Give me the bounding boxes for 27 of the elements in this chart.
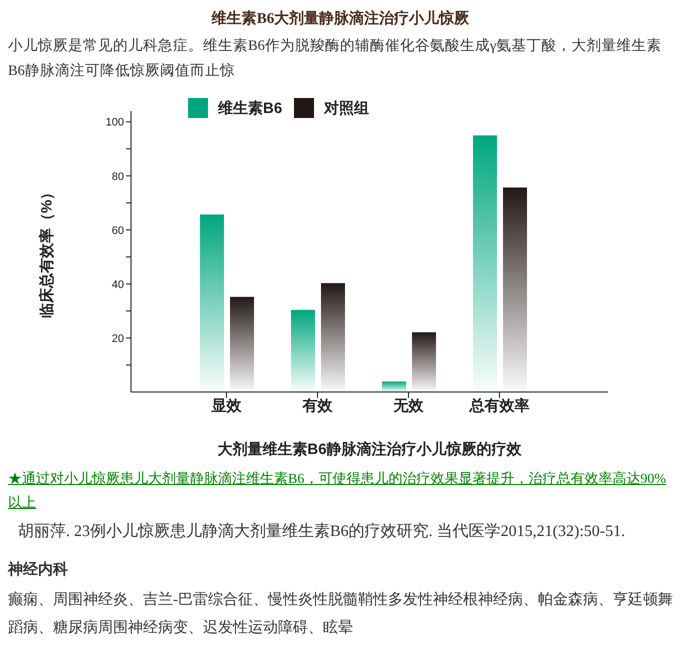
bar bbox=[473, 135, 497, 392]
x-axis-title: 大剂量维生素B6静脉滴注治疗小儿惊厥的疗效 bbox=[217, 440, 523, 458]
bar bbox=[321, 283, 345, 392]
chart-title: 维生素B6大剂量静脉滴注治疗小儿惊厥 bbox=[210, 9, 470, 29]
y-tick-label: 80 bbox=[112, 170, 124, 183]
y-tick-label: 20 bbox=[112, 332, 124, 345]
bar bbox=[291, 310, 315, 392]
x-tick-label: 有效 bbox=[302, 398, 334, 415]
text: 神经内科 bbox=[8, 560, 69, 580]
legend-label: 对照组 bbox=[324, 98, 370, 118]
chart-subtitle: 小儿惊厥是常见的儿科急症。维生素B6作为脱羧酶的辅酶催化谷氨酸生成γ氨基丁酸，大剂量维生素B6静脉滴注可降低惊厥阈值而止惊 bbox=[8, 36, 662, 81]
y-tick-label: 100 bbox=[106, 116, 124, 129]
legend-label: 维生素B6 bbox=[218, 98, 282, 118]
bar bbox=[230, 296, 254, 392]
bar bbox=[503, 187, 527, 392]
bar bbox=[200, 214, 224, 392]
text: ★通过对小儿惊厥患儿大剂量静脉滴注维生素B6，可使得患儿的治疗效果显著提升，治疗总有效率高达90%以上 bbox=[8, 470, 667, 513]
y-tick-label: 40 bbox=[112, 278, 124, 291]
x-tick-label: 显效 bbox=[210, 398, 242, 415]
bar bbox=[412, 332, 436, 392]
text: 胡丽萍. 23例小儿惊厥患儿静滴大剂量维生素B6的疗效研究. 当代医学2015,21(32):50-51. bbox=[17, 522, 626, 542]
y-axis-title: 临床总有效率（%） bbox=[37, 184, 56, 318]
x-tick-label: 无效 bbox=[392, 398, 424, 415]
bar bbox=[382, 381, 406, 392]
y-tick-label: 60 bbox=[112, 224, 124, 237]
text: 癫痫、周围神经炎、吉兰-巴雷综合征、慢性炎性脱髓鞘性多发性神经根神经病、帕金森病、亨廷顿舞蹈病、糖尿病周围神经病变、迟发性运动障碍、眩晕 bbox=[8, 590, 673, 638]
x-tick-label: 总有效率 bbox=[468, 396, 530, 415]
